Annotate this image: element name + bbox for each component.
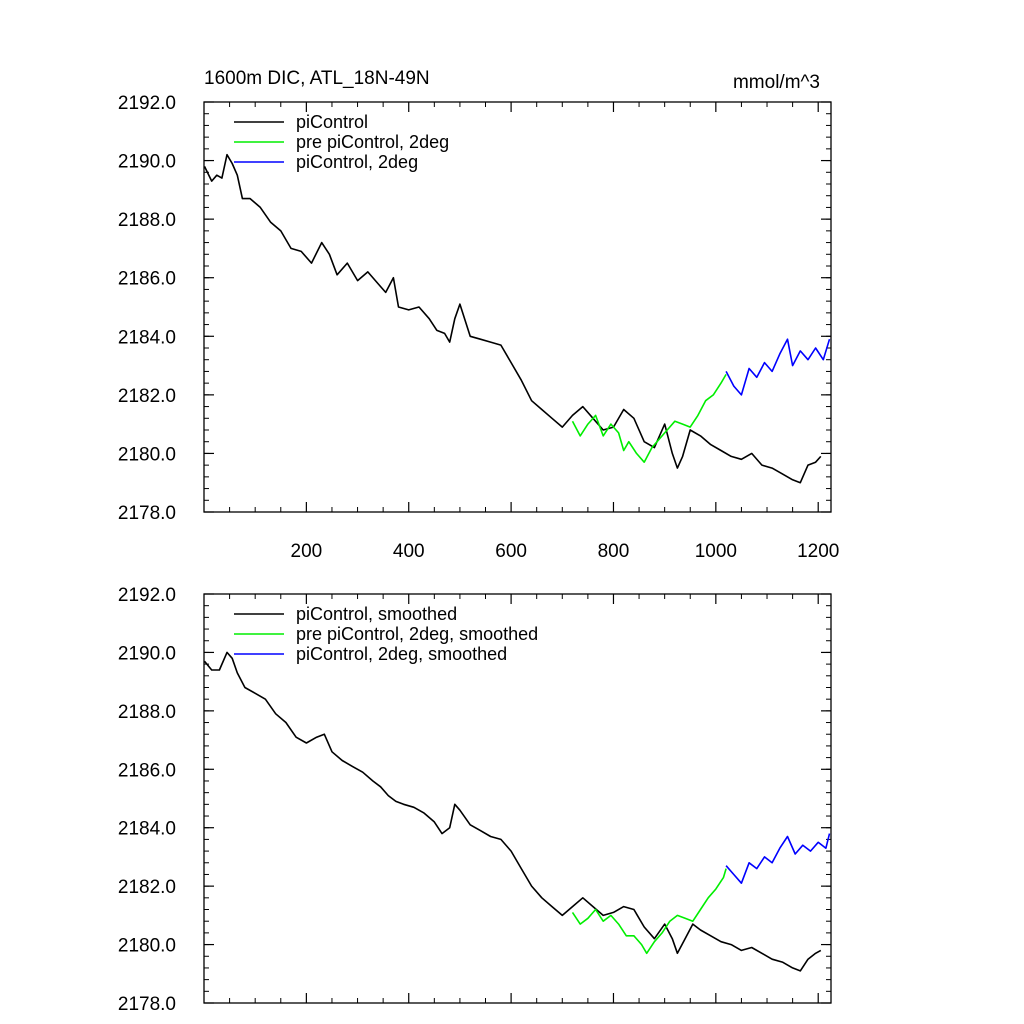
top-legend-label: piControl, 2deg: [296, 152, 418, 172]
bottom-panel: 2178.0 2180.0 2182.0 2184.0 2186.0 2188.0 2190…: [118, 585, 832, 1015]
units-label: mmol/m^3: [733, 72, 820, 93]
bottom-ytick-label: 2192.0: [118, 585, 176, 606]
top-series-0-line: [203, 153, 822, 484]
bottom-ytick-label: 2180.0: [118, 936, 176, 957]
bottom-series-0-line: [203, 651, 822, 972]
top-ytick-label: 2188.0: [118, 210, 176, 231]
bottom-ytick-label: 2178.0: [118, 994, 176, 1015]
bottom-series-2-line: [725, 833, 831, 885]
top-xtick-label: 200: [291, 541, 323, 562]
top-ytick-label: 2184.0: [118, 327, 176, 348]
bottom-ytick-label: 2184.0: [118, 819, 176, 840]
top-series-1-line: [571, 373, 727, 464]
bottom-legend-label: piControl, 2deg, smoothed: [296, 644, 507, 664]
top-series-2-line: [725, 338, 831, 396]
top-xtick-label: 600: [495, 541, 527, 562]
top-xtick-label: 800: [598, 541, 630, 562]
top-xtick-label: 1200: [797, 541, 839, 562]
figure-title: 1600m DIC, ATL_18N-49N: [204, 68, 430, 89]
top-ytick-label: 2182.0: [118, 386, 176, 407]
top-ytick-label: 2180.0: [118, 444, 176, 465]
bottom-series-1-line: [571, 868, 727, 955]
top-ytick-label: 2186.0: [118, 269, 176, 290]
top-ytick-label: 2178.0: [118, 503, 176, 524]
top-panel: 2178.0 2180.0 2182.0 2184.0 2186.0 2188.0 2190…: [118, 93, 839, 562]
top-xtick-label: 1000: [695, 541, 737, 562]
top-legend-label: pre piControl, 2deg: [296, 132, 449, 152]
chart-panels: 2178.0 2180.0 2182.0 2184.0 2186.0 2188.0 2190…: [118, 93, 839, 1015]
bottom-ytick-label: 2190.0: [118, 643, 176, 664]
bottom-ytick-label: 2188.0: [118, 702, 176, 723]
top-ytick-label: 2192.0: [118, 93, 176, 114]
bottom-legend-label: pre piControl, 2deg, smoothed: [296, 624, 538, 644]
top-plot-frame: [203, 101, 832, 513]
bottom-ytick-label: 2182.0: [118, 877, 176, 898]
bottom-ytick-label: 2186.0: [118, 760, 176, 781]
top-legend-label: piControl: [296, 112, 368, 132]
top-xtick-label: 400: [393, 541, 425, 562]
bottom-legend-label: piControl, smoothed: [296, 604, 457, 624]
top-ytick-label: 2190.0: [118, 152, 176, 173]
bottom-plot-frame: [203, 593, 832, 1004]
